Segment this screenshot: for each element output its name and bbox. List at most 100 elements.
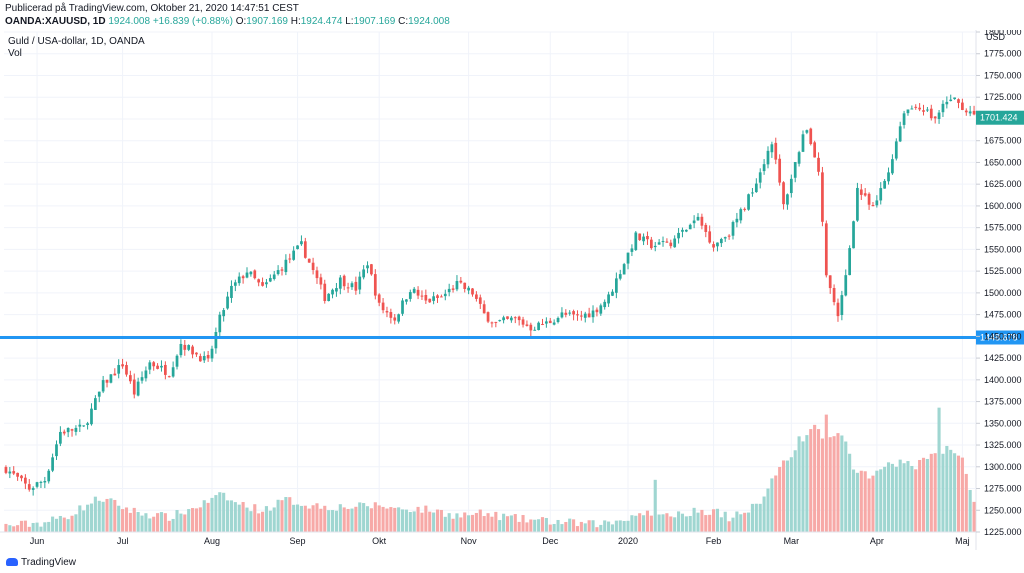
candle-body [949, 99, 953, 102]
volume-bar [424, 505, 428, 532]
time-tick-label: Feb [706, 536, 722, 546]
volume-bar [688, 515, 692, 532]
candle-body [8, 471, 12, 474]
time-tick-label: Maj [955, 536, 970, 546]
volume-bar [836, 433, 840, 532]
volume-bar [272, 507, 276, 532]
volume-bar [467, 515, 471, 532]
volume-bar [719, 517, 723, 532]
candle-body [385, 311, 389, 313]
volume-bar [591, 520, 595, 532]
candle-body [529, 324, 533, 331]
time-tick-label: Okt [372, 536, 387, 546]
candle-body [86, 423, 89, 425]
candle-body [292, 250, 296, 260]
volume-bar [117, 505, 121, 532]
candle-body [280, 269, 284, 271]
candle-body [389, 312, 393, 318]
price-chart[interactable]: 1448.678 1800.000 1775.000 1750.000 1725.00… [0, 30, 1024, 553]
candle-body [27, 484, 31, 490]
candle-body [673, 238, 677, 248]
candle-body [762, 164, 766, 172]
price-tick-label: 1475.000 [984, 310, 1022, 320]
candle-body [443, 293, 447, 297]
candle-body [471, 288, 474, 295]
volume-bar [167, 520, 171, 532]
candle-body [719, 239, 723, 244]
candle-body [109, 374, 113, 383]
volume-bar [105, 498, 109, 532]
candle-body [863, 193, 867, 196]
volume-bar [253, 504, 257, 532]
candle-body [241, 276, 245, 279]
time-tick-label: Dec [542, 536, 559, 546]
candle-body [195, 352, 198, 355]
candle-body [727, 235, 731, 237]
volume-bar [82, 510, 86, 532]
candle-body [684, 229, 688, 232]
candle-body [525, 324, 529, 326]
candle-body [43, 480, 47, 483]
candle-body [545, 321, 548, 324]
volume-bar [245, 507, 249, 532]
volume-bar [638, 513, 642, 532]
volume-bar [875, 470, 879, 532]
candle-body [887, 172, 890, 182]
candle-body [735, 218, 739, 223]
volume-bar [844, 441, 848, 532]
volume-bar [51, 516, 55, 532]
volume-bar [572, 519, 576, 532]
volume-bar [552, 523, 556, 532]
volume-bar [906, 461, 910, 532]
candle-body [300, 241, 303, 245]
candle-body [614, 278, 618, 293]
price-tick-label: 1650.000 [984, 157, 1022, 167]
price-axis[interactable]: 1800.0001775.0001750.0001725.0001700.000… [976, 30, 1024, 537]
volume-bar [408, 512, 412, 532]
candle-body [587, 313, 591, 318]
candle-body [276, 270, 280, 275]
volume-bar [498, 520, 502, 532]
currency-label: USD [986, 32, 1006, 42]
candle-body [66, 427, 70, 433]
open-value: 1907.169 [246, 16, 288, 27]
volume-bar [373, 502, 377, 532]
volume-bar [579, 521, 583, 532]
horizontal-line[interactable]: 1448.678 [0, 330, 1024, 345]
candle-body [478, 297, 482, 304]
volume-bar [789, 457, 793, 532]
tradingview-logo[interactable]: TradingView [6, 557, 76, 568]
volume-bar [731, 517, 735, 532]
candle-body [708, 231, 712, 243]
candle-body [323, 283, 327, 301]
candle-body [910, 108, 914, 110]
time-axis[interactable]: Jun Jul Aug Sep Okt Nov Dec 2020 Feb Mar Apr Maj [0, 531, 976, 546]
candle-body [957, 99, 960, 103]
volume-bar [770, 478, 774, 532]
candle-body [475, 294, 478, 299]
last-price-badge [976, 110, 1024, 125]
candle-body [844, 275, 848, 296]
volume-bar [797, 436, 801, 532]
candle-body [548, 320, 552, 324]
candle-body [630, 248, 634, 252]
candle-body [210, 348, 214, 359]
volume-bar [509, 515, 513, 532]
candle-body [758, 172, 762, 183]
candle-body [167, 376, 171, 378]
price-tick-label: 1250.000 [984, 505, 1022, 515]
volume-bar [816, 429, 821, 532]
volume-bar [630, 515, 634, 532]
ohlc-readout: OANDA:XAUUSD, 1D 1924.008 +16.839 (+0.88… [5, 16, 450, 27]
candle-body [331, 289, 334, 295]
candle-body [70, 429, 74, 431]
volume-bar [404, 509, 408, 532]
price-tick-label: 1500.000 [984, 288, 1022, 298]
volume-bar [607, 521, 611, 532]
candlesticks [4, 94, 976, 496]
volume-bar [669, 516, 673, 532]
candle-body [101, 380, 105, 392]
candle-body [447, 288, 451, 293]
volume-bar [432, 512, 436, 532]
volume-bar [330, 510, 335, 532]
